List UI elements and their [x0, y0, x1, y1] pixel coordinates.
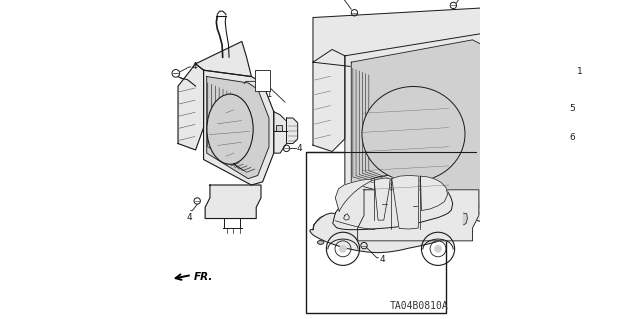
Text: 4: 4 [192, 62, 197, 71]
Polygon shape [392, 175, 419, 229]
Text: 4: 4 [187, 213, 193, 222]
Polygon shape [374, 178, 390, 220]
Polygon shape [514, 62, 536, 183]
Circle shape [340, 246, 346, 252]
Text: 4: 4 [380, 256, 385, 264]
Text: 2: 2 [255, 70, 260, 78]
Polygon shape [313, 8, 514, 81]
Polygon shape [345, 33, 514, 222]
Text: 4: 4 [297, 144, 302, 153]
Bar [306, 152, 446, 313]
Polygon shape [313, 49, 345, 152]
Polygon shape [463, 213, 467, 225]
Polygon shape [333, 175, 452, 230]
Polygon shape [351, 40, 498, 215]
Polygon shape [387, 178, 425, 187]
Polygon shape [310, 213, 470, 253]
Text: 3: 3 [255, 76, 260, 85]
Text: 1: 1 [266, 90, 271, 99]
Polygon shape [335, 179, 372, 211]
Polygon shape [204, 70, 274, 185]
Polygon shape [420, 176, 447, 211]
Text: TA04B0810A: TA04B0810A [390, 301, 449, 311]
Text: 1: 1 [577, 67, 582, 76]
Polygon shape [274, 112, 287, 153]
Text: 6: 6 [570, 133, 575, 142]
Ellipse shape [362, 86, 465, 182]
Polygon shape [205, 185, 261, 219]
Circle shape [435, 246, 441, 252]
Polygon shape [540, 81, 554, 112]
Polygon shape [178, 64, 204, 150]
Ellipse shape [207, 94, 253, 164]
Polygon shape [196, 41, 252, 77]
Polygon shape [287, 118, 298, 144]
Ellipse shape [317, 241, 324, 244]
Polygon shape [358, 190, 479, 241]
Bar [255, 70, 270, 91]
Polygon shape [344, 214, 349, 220]
Polygon shape [207, 77, 269, 179]
Bar [276, 125, 282, 131]
Text: 5: 5 [570, 104, 575, 113]
Text: FR.: FR. [193, 272, 212, 282]
